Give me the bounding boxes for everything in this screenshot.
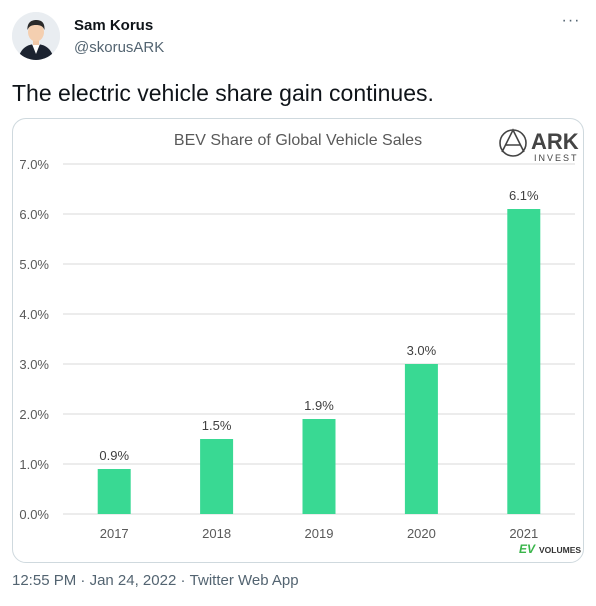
y-axis-ticks: 0.0% 1.0% 2.0% 3.0% 4.0% 5.0% 6.0% 7.0% <box>19 157 49 522</box>
avatar[interactable] <box>12 12 60 60</box>
display-name[interactable]: Sam Korus <box>74 17 154 34</box>
y-tick-label: 7.0% <box>19 157 49 172</box>
tweet-time[interactable]: 12:55 PM <box>12 572 77 589</box>
x-tick-label: 2017 <box>100 526 129 541</box>
ark-logo-sub: INVEST <box>534 153 579 163</box>
bar-value-label: 1.5% <box>202 418 232 433</box>
y-tick-label: 6.0% <box>19 207 49 222</box>
ark-logo-name: ARK <box>531 129 579 154</box>
more-options-icon[interactable]: ··· <box>561 12 581 29</box>
bar-value-label: 1.9% <box>304 398 334 413</box>
ark-logo-icon <box>499 128 527 157</box>
tweet-source[interactable]: Twitter Web App <box>189 572 299 589</box>
bar-value-label: 6.1% <box>509 188 539 203</box>
tweet-header: Sam Korus @skorusARK ··· <box>12 12 584 60</box>
x-tick-label: 2018 <box>202 526 231 541</box>
tweet-media[interactable]: BEV Share of Global Vehicle Sales 0.0% 1.… <box>12 118 584 563</box>
bar-value-label: 0.9% <box>99 448 129 463</box>
x-tick-label: 2020 <box>407 526 436 541</box>
footer-separator: · <box>180 572 186 589</box>
x-tick-label: 2019 <box>305 526 334 541</box>
y-tick-label: 1.0% <box>19 457 49 472</box>
y-tick-label: 2.0% <box>19 407 49 422</box>
y-tick-label: 4.0% <box>19 307 49 322</box>
bar-2021 <box>507 209 541 514</box>
bar-chart: BEV Share of Global Vehicle Sales 0.0% 1.… <box>19 128 581 556</box>
tweet-text: The electric vehicle share gain continue… <box>12 80 434 106</box>
y-tick-label: 0.0% <box>19 507 49 522</box>
x-axis-ticks: 2017 2018 2019 2020 2021 <box>100 526 539 541</box>
y-tick-label: 5.0% <box>19 257 49 272</box>
bar-2020 <box>404 364 438 514</box>
ev-volumes-logo: EV VOLUMES <box>519 542 581 556</box>
y-tick-label: 3.0% <box>19 357 49 372</box>
bar-value-labels: 0.9% 1.5% 1.9% 3.0% 6.1% <box>99 188 539 463</box>
ark-invest-logo: ARK INVEST <box>499 128 579 163</box>
ev-logo-prefix: EV <box>519 542 536 556</box>
user-handle[interactable]: @skorusARK <box>74 39 165 56</box>
ev-logo-suffix: VOLUMES <box>539 545 581 555</box>
tweet-footer: 12:55 PM · Jan 24, 2022 · Twitter Web Ap… <box>12 572 299 589</box>
bar-2017 <box>97 469 131 514</box>
tweet-date[interactable]: Jan 24, 2022 <box>89 572 177 589</box>
bar-2019 <box>302 419 336 514</box>
bar-value-label: 3.0% <box>407 343 437 358</box>
chart-title: BEV Share of Global Vehicle Sales <box>174 132 422 149</box>
chart-bars <box>97 209 541 514</box>
footer-separator: · <box>80 572 86 589</box>
bar-2018 <box>200 439 234 514</box>
avatar-image <box>12 12 60 60</box>
x-tick-label: 2021 <box>509 526 538 541</box>
